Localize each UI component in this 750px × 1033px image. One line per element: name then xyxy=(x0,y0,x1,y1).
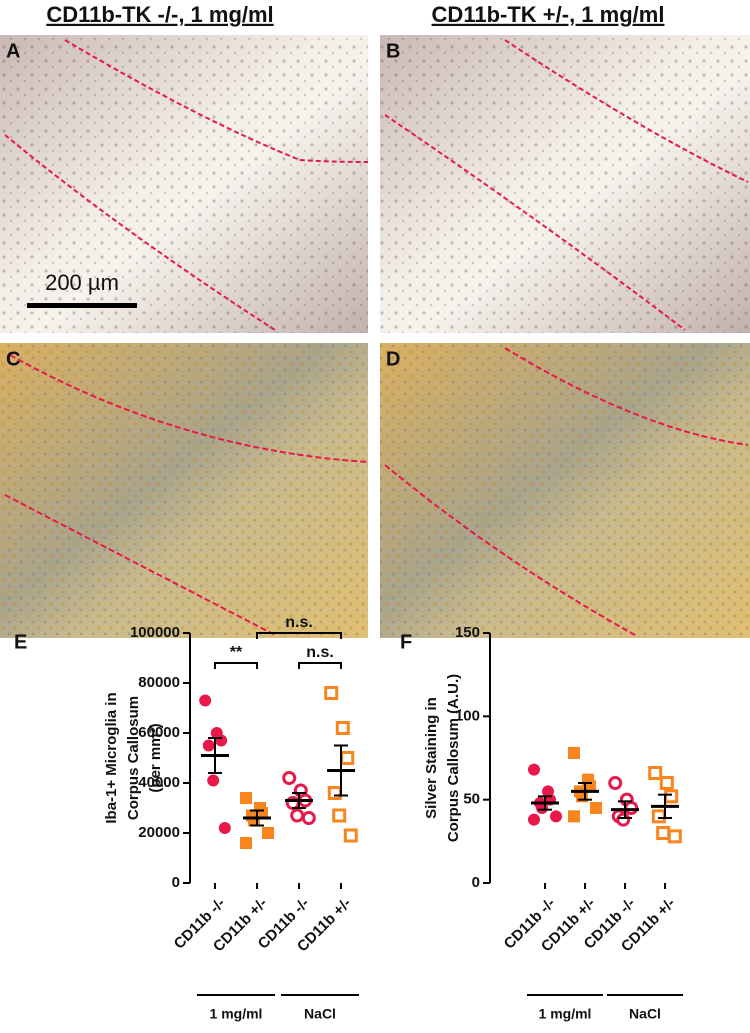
y-tick-label: 0 xyxy=(472,874,480,891)
y-tick-label: 100 xyxy=(455,707,480,724)
y-axis-label: Corpus Callosum (A.U.) xyxy=(445,674,462,842)
y-tick-label: 80000 xyxy=(138,674,180,691)
data-point xyxy=(324,686,339,700)
data-point xyxy=(616,812,631,827)
y-tick-label: 60000 xyxy=(138,724,180,741)
data-point xyxy=(240,837,252,849)
data-point xyxy=(290,808,305,823)
significance-label: ** xyxy=(230,644,243,661)
data-point xyxy=(327,786,342,800)
data-point xyxy=(282,771,297,785)
data-point xyxy=(218,822,231,834)
data-point xyxy=(624,801,639,815)
group-label: 1 mg/ml xyxy=(539,1006,592,1022)
panel-letter: A xyxy=(6,40,20,62)
data-point xyxy=(340,751,355,765)
significance-label: n.s. xyxy=(285,614,313,631)
y-tick-label: 150 xyxy=(455,624,480,641)
data-point xyxy=(199,694,212,707)
micrograph xyxy=(380,343,750,638)
data-point xyxy=(608,776,623,790)
data-point xyxy=(343,828,358,843)
micrograph xyxy=(0,35,369,333)
data-point xyxy=(656,826,671,840)
y-axis-label: (per mm³) xyxy=(147,723,164,792)
significance-bracket xyxy=(298,662,342,669)
data-point xyxy=(659,776,674,790)
data-point xyxy=(262,827,274,839)
data-point xyxy=(335,721,350,735)
significance-label: n.s. xyxy=(306,644,334,661)
data-point xyxy=(664,789,679,804)
y-tick-label: 0 xyxy=(172,874,180,891)
group-label: 1 mg/ml xyxy=(210,1006,263,1022)
significance-bracket xyxy=(214,662,258,669)
y-axis-label: Iba-1+ Microglia in xyxy=(103,692,120,823)
data-point xyxy=(215,734,228,747)
data-point xyxy=(240,792,252,804)
data-point xyxy=(550,810,562,823)
data-point xyxy=(590,802,602,814)
data-point xyxy=(528,813,540,826)
micrograph xyxy=(380,35,750,333)
group-label: NaCl xyxy=(304,1006,336,1022)
y-tick-label: 40000 xyxy=(138,774,180,791)
panel-letter: F xyxy=(400,631,412,653)
data-point xyxy=(202,739,215,752)
group-label: NaCl xyxy=(629,1006,661,1022)
y-tick-label: 20000 xyxy=(138,824,180,841)
panel-letter: D xyxy=(386,348,400,370)
data-point xyxy=(568,747,580,759)
y-tick-label: 50 xyxy=(463,791,480,808)
column-header: CD11b-TK -/-, 1 mg/ml xyxy=(46,2,273,27)
significance-bracket xyxy=(256,632,342,639)
column-header: CD11b-TK +/-, 1 mg/ml xyxy=(432,2,665,27)
y-axis-label: Silver Staining in xyxy=(423,697,440,819)
panel-letter: E xyxy=(14,631,27,653)
data-point xyxy=(648,766,663,780)
data-point xyxy=(207,774,220,787)
y-tick-label: 100000 xyxy=(130,624,180,641)
scale-bar xyxy=(27,303,137,308)
panel-letter: B xyxy=(386,40,400,62)
data-point xyxy=(528,763,540,776)
data-point xyxy=(568,810,580,823)
data-point xyxy=(667,829,682,844)
scale-bar-label: 200 µm xyxy=(45,270,119,295)
micrograph xyxy=(0,343,369,638)
data-point xyxy=(301,811,316,825)
panel-letter: C xyxy=(6,348,20,370)
y-axis-label: Corpus Callosum xyxy=(125,696,142,820)
data-point xyxy=(651,809,666,824)
data-point xyxy=(332,808,347,823)
